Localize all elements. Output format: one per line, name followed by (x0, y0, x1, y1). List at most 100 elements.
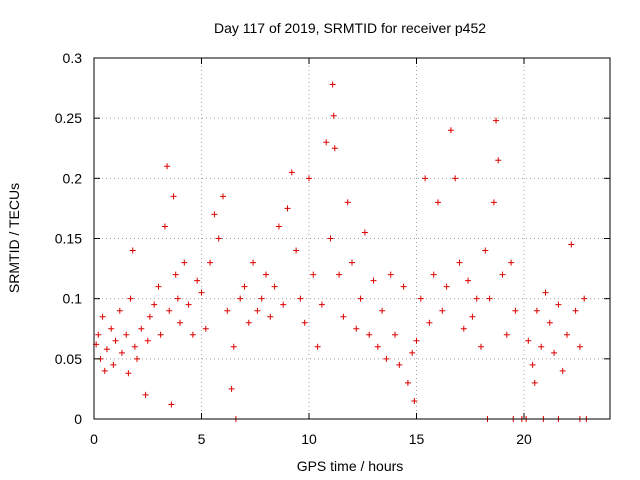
data-point (456, 259, 463, 266)
data-point (166, 307, 173, 314)
data-point (297, 295, 304, 302)
data-point (161, 223, 168, 230)
y-tick-label: 0.2 (63, 170, 83, 186)
data-point (185, 301, 192, 308)
data-point (146, 313, 153, 320)
data-point (110, 361, 117, 368)
data-point (447, 127, 454, 134)
data-point (417, 295, 424, 302)
data-point (151, 301, 158, 308)
data-point (581, 295, 588, 302)
data-point (525, 337, 532, 344)
data-point (460, 325, 467, 332)
data-point (568, 241, 575, 248)
data-point (318, 301, 325, 308)
data-point (512, 307, 519, 314)
data-point (241, 283, 248, 290)
data-point (123, 331, 130, 338)
data-point (546, 319, 553, 326)
x-tick-label: 10 (301, 431, 317, 447)
data-point (426, 319, 433, 326)
data-point (144, 337, 151, 344)
data-point (564, 331, 570, 338)
y-tick-label: 0.25 (55, 110, 82, 126)
tick-labels: 0 5 10 15 20 0 0.05 0.1 0.15 0.2 0.25 0.3 (55, 50, 532, 447)
data-point (131, 343, 138, 350)
data-point (177, 319, 183, 326)
data-point (108, 325, 115, 332)
data-point (503, 331, 510, 338)
data-point (228, 385, 235, 392)
data-point (293, 247, 300, 254)
y-axis-label: SRMTID / TECUs (6, 183, 22, 293)
data-point (469, 313, 476, 320)
data-point (155, 283, 162, 290)
data-point (157, 331, 164, 338)
data-point (267, 313, 274, 320)
data-point (172, 271, 179, 278)
data-point (486, 295, 493, 302)
data-point (129, 247, 136, 254)
data-point (284, 205, 291, 212)
y-tick-label: 0.15 (55, 231, 82, 247)
data-point (508, 259, 515, 266)
data-point (323, 139, 330, 146)
data-point (336, 271, 343, 278)
data-point (499, 271, 506, 278)
data-point (366, 331, 373, 338)
data-point (531, 379, 538, 386)
data-point (314, 343, 321, 350)
data-point (493, 117, 500, 124)
data-point (383, 355, 390, 362)
data-point (478, 343, 484, 350)
data-point (189, 331, 196, 338)
data-point (533, 307, 540, 314)
x-axis-label: GPS time / hours (297, 458, 404, 474)
data-point (344, 199, 351, 206)
data-point (482, 247, 489, 254)
data-point (250, 259, 257, 266)
data-point (271, 283, 278, 290)
y-tick-label: 0 (74, 411, 82, 427)
data-point (220, 193, 226, 200)
data-point (400, 283, 407, 290)
data-point (473, 295, 480, 302)
data-point (211, 211, 218, 218)
data-point (280, 301, 287, 308)
data-point (164, 163, 171, 170)
y-tick-label: 0.3 (63, 50, 83, 66)
data-point (379, 307, 386, 314)
data-point (202, 325, 209, 332)
data-point (422, 175, 429, 182)
data-point (331, 145, 338, 152)
data-point (465, 277, 472, 284)
data-point (327, 235, 334, 242)
data-point (170, 193, 177, 200)
data-point (306, 175, 312, 182)
data-point (538, 343, 545, 350)
x-tick-label: 15 (409, 431, 425, 447)
data-point (237, 295, 244, 302)
data-point (198, 289, 205, 296)
data-point (349, 259, 355, 266)
data-point (353, 325, 360, 332)
y-tick-label: 0.05 (55, 351, 82, 367)
data-point (116, 307, 123, 314)
data-point (555, 301, 562, 308)
data-point (118, 349, 125, 356)
data-point (99, 313, 106, 320)
data-point (181, 259, 188, 266)
data-point (430, 271, 437, 278)
data-point (409, 349, 416, 356)
data-point (138, 325, 145, 332)
data-point (207, 259, 214, 266)
data-point (396, 361, 403, 368)
data-point (168, 401, 175, 408)
axis-ticks (93, 57, 610, 420)
data-point (125, 370, 132, 377)
data-point (174, 295, 181, 302)
data-point (572, 307, 579, 314)
data-point (263, 271, 269, 278)
data-point (374, 343, 381, 350)
